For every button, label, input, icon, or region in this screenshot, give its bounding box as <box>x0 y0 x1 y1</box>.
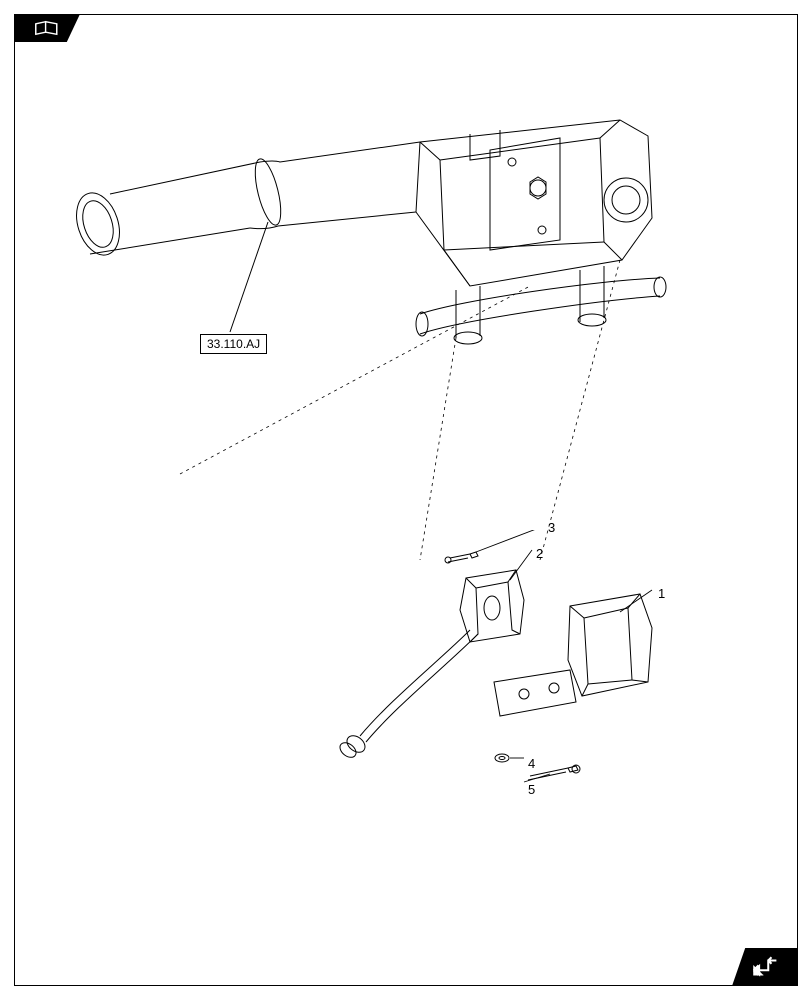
page: 33.110.AJ <box>0 0 812 1000</box>
book-icon <box>33 19 61 37</box>
callout-1: 1 <box>658 586 665 601</box>
callout-4: 4 <box>528 756 535 771</box>
reference-label-text: 33.110.AJ <box>207 337 260 351</box>
callout-5: 5 <box>528 782 535 797</box>
callout-3: 3 <box>548 520 555 535</box>
callout-2: 2 <box>536 546 543 561</box>
arrow-return-icon <box>748 954 782 980</box>
page-border <box>14 14 798 986</box>
reference-label: 33.110.AJ <box>200 334 267 354</box>
